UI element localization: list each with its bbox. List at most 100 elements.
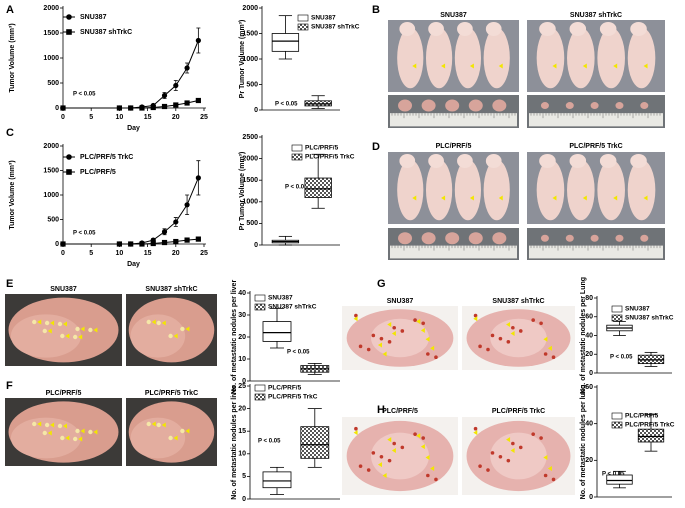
arrowhead	[473, 430, 478, 436]
hemorrhage	[413, 432, 417, 436]
tumor	[565, 234, 574, 242]
x-tick-label: 10	[116, 250, 124, 257]
arrowhead	[173, 435, 178, 441]
ruler	[390, 113, 517, 127]
annotation: P < 0.05	[275, 102, 298, 108]
tumor	[590, 234, 599, 242]
point	[173, 82, 179, 89]
y-tick-label: 0	[589, 370, 593, 377]
tumor	[540, 234, 549, 242]
arrowhead	[430, 345, 435, 351]
nodule	[42, 328, 47, 334]
nodule	[156, 320, 161, 326]
nodule	[42, 430, 47, 436]
tumor	[398, 232, 413, 245]
tumor	[421, 99, 436, 112]
photo-label: PLC/PRF/5	[436, 143, 472, 150]
arrowhead	[93, 327, 98, 333]
arrowhead	[37, 319, 42, 325]
mouse	[597, 27, 625, 89]
mouse	[425, 159, 453, 221]
arrowhead	[387, 322, 392, 328]
point	[184, 65, 190, 71]
hemorrhage	[371, 451, 376, 455]
hemorrhage	[413, 318, 417, 322]
arrowhead	[416, 318, 421, 324]
point	[184, 202, 190, 208]
legend-label: SNU387	[268, 295, 293, 302]
arrowhead	[80, 428, 85, 434]
mouse	[454, 27, 482, 89]
arrowhead	[391, 448, 396, 454]
legend-swatch	[611, 412, 623, 420]
legend-marker	[66, 169, 72, 175]
hemorrhage	[478, 464, 482, 468]
arrowhead	[425, 336, 430, 342]
hemorrhage	[434, 355, 438, 360]
nodule	[44, 422, 50, 428]
hemorrhage	[490, 333, 495, 338]
annotation: P < 0.05	[610, 355, 633, 361]
photo-label: PLC/PRF/5 TrkC	[492, 408, 545, 415]
panel-letter: E	[6, 278, 13, 290]
y-tick-label: 1000	[43, 192, 59, 199]
legend-label: SNU387	[625, 306, 650, 313]
mouse-head	[457, 154, 473, 168]
y-tick-label: 20	[585, 457, 593, 464]
liver-lobe	[10, 417, 82, 459]
y-tick-label: 2500	[242, 134, 258, 141]
arrowhead	[547, 465, 552, 471]
hemorrhage	[486, 347, 490, 352]
mouse	[567, 159, 595, 221]
y-tick-label: 2000	[242, 5, 258, 12]
hemorrhage	[518, 445, 523, 450]
arrowhead	[78, 436, 83, 442]
legend-swatch	[291, 153, 303, 161]
point	[173, 219, 179, 225]
y-tick-label: 1000	[43, 55, 59, 62]
y-tick-label: 2000	[43, 143, 59, 150]
photo-label: PLC/PRF/5 TrkC	[145, 390, 198, 397]
hemorrhage	[358, 464, 363, 468]
point	[161, 229, 168, 235]
point	[60, 241, 66, 247]
arrowhead	[473, 316, 478, 322]
nodule	[60, 333, 65, 339]
point	[116, 241, 122, 247]
y-tick-label: 500	[246, 81, 258, 88]
point	[184, 100, 190, 106]
y-tick-label: 25	[238, 383, 246, 390]
arrowhead	[441, 63, 446, 69]
legend-label: PLC/PRF/5	[80, 169, 116, 176]
liver-lobe	[130, 314, 186, 358]
legend-label: SNU387 shTrkC	[311, 24, 360, 31]
hemorrhage	[426, 473, 430, 478]
lung-inner	[371, 318, 429, 358]
hemorrhage	[387, 458, 392, 463]
tumor	[640, 102, 649, 110]
point	[116, 105, 122, 111]
lung-inner	[490, 318, 547, 358]
box	[637, 428, 665, 443]
nodule	[88, 327, 93, 333]
y-tick-label: 10	[238, 356, 246, 363]
hemorrhage	[387, 340, 392, 344]
annotation: P < 0.05	[258, 439, 281, 445]
y-tick-label: 2000	[242, 155, 258, 162]
y-tick-label: 2000	[43, 5, 59, 12]
legend-swatch	[254, 384, 266, 392]
y-tick-label: 5	[242, 473, 246, 480]
hemorrhage	[400, 445, 405, 450]
arrowhead	[50, 422, 55, 428]
hemorrhage	[539, 321, 543, 326]
arrowhead	[430, 465, 435, 471]
mouse	[397, 27, 424, 89]
y-tick-label: 1000	[242, 199, 258, 206]
y-tick-label: 20	[238, 334, 246, 341]
mouse-head	[399, 22, 416, 36]
annotation: P < 0.05	[602, 472, 625, 478]
arrowhead	[80, 326, 85, 332]
nodule	[57, 423, 63, 429]
legend-label: PLC/PRF/5 TrkC	[305, 154, 355, 161]
panel-letter: F	[6, 380, 13, 392]
